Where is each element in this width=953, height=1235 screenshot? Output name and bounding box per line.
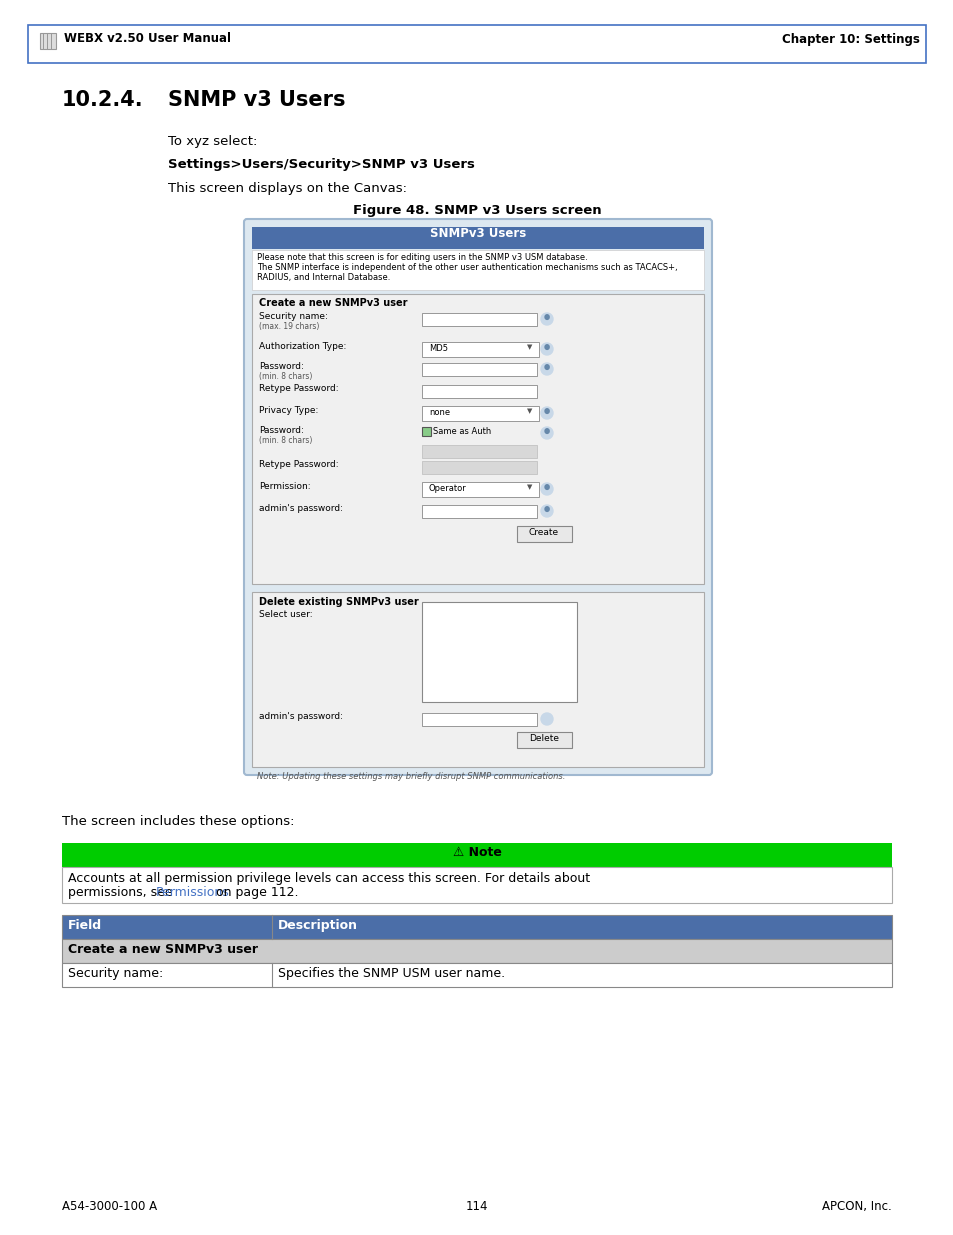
- Circle shape: [540, 483, 553, 495]
- Text: ▼: ▼: [526, 484, 532, 490]
- Text: To xyz select:: To xyz select:: [168, 135, 257, 148]
- Circle shape: [540, 408, 553, 419]
- Text: A54-3000-100 A: A54-3000-100 A: [62, 1200, 157, 1213]
- Bar: [421, 601, 577, 701]
- Text: Delete existing SNMPv3 user: Delete existing SNMPv3 user: [258, 597, 418, 606]
- Bar: [252, 227, 703, 249]
- Text: Please note that this screen is for editing users in the SNMP v3 USM database.: Please note that this screen is for edit…: [256, 253, 587, 262]
- Text: SNMPv3 Users: SNMPv3 Users: [430, 227, 525, 240]
- Text: (min. 8 chars): (min. 8 chars): [258, 372, 312, 382]
- Text: The screen includes these options:: The screen includes these options:: [62, 815, 294, 827]
- Bar: [62, 939, 891, 963]
- Text: ⬤: ⬤: [543, 408, 550, 414]
- Text: Create: Create: [528, 529, 558, 537]
- Text: Password:: Password:: [258, 362, 304, 370]
- Bar: [252, 592, 703, 767]
- Bar: [421, 713, 537, 726]
- Text: Delete: Delete: [529, 734, 558, 743]
- Text: ⬤: ⬤: [543, 364, 550, 370]
- Circle shape: [540, 363, 553, 375]
- Text: Security name:: Security name:: [258, 312, 328, 321]
- Text: admin's password:: admin's password:: [258, 713, 343, 721]
- Bar: [421, 406, 538, 421]
- Bar: [51, 33, 52, 49]
- Bar: [421, 445, 537, 458]
- Text: ⬤: ⬤: [543, 429, 550, 435]
- Text: MD5: MD5: [429, 345, 448, 353]
- Text: SNMP v3 Users: SNMP v3 Users: [168, 90, 345, 110]
- Text: on page 112.: on page 112.: [212, 885, 298, 899]
- Text: (max. 19 chars): (max. 19 chars): [258, 322, 319, 331]
- Text: Note: Updating these settings may briefly disrupt SNMP communications.: Note: Updating these settings may briefl…: [256, 772, 565, 781]
- Bar: [421, 482, 538, 496]
- Circle shape: [540, 713, 553, 725]
- Text: Accounts at all permission privilege levels can access this screen. For details : Accounts at all permission privilege lev…: [68, 872, 590, 885]
- Circle shape: [540, 505, 553, 517]
- Text: Privacy Type:: Privacy Type:: [258, 406, 318, 415]
- Bar: [28, 25, 925, 63]
- Bar: [43, 33, 44, 49]
- Text: The SNMP interface is independent of the other user authentication mechanisms su: The SNMP interface is independent of the…: [256, 263, 677, 272]
- Circle shape: [540, 343, 553, 354]
- Text: ▼: ▼: [526, 345, 532, 350]
- Text: Retype Password:: Retype Password:: [258, 384, 338, 393]
- Bar: [421, 363, 537, 375]
- Text: ⬤: ⬤: [543, 506, 550, 513]
- Bar: [421, 312, 537, 326]
- Text: Retype Password:: Retype Password:: [258, 459, 338, 469]
- Text: Authorization Type:: Authorization Type:: [258, 342, 346, 351]
- Text: Settings>Users/Security>SNMP v3 Users: Settings>Users/Security>SNMP v3 Users: [168, 158, 475, 170]
- Bar: [62, 915, 891, 939]
- Bar: [47, 33, 48, 49]
- Text: Password:: Password:: [258, 426, 304, 435]
- Text: admin's password:: admin's password:: [258, 504, 343, 513]
- Bar: [62, 867, 891, 903]
- Text: Chapter 10: Settings: Chapter 10: Settings: [781, 32, 919, 46]
- Text: Security name:: Security name:: [68, 967, 163, 981]
- Bar: [517, 732, 572, 748]
- Text: APCON, Inc.: APCON, Inc.: [821, 1200, 891, 1213]
- Bar: [421, 427, 431, 436]
- Bar: [421, 461, 537, 474]
- Text: ⬤: ⬤: [543, 484, 550, 490]
- Text: Permissions: Permissions: [155, 885, 229, 899]
- Text: Select user:: Select user:: [258, 610, 313, 619]
- Text: Operator: Operator: [429, 484, 466, 493]
- Bar: [421, 505, 537, 517]
- Text: ⬤: ⬤: [543, 345, 550, 351]
- Text: Figure 48. SNMP v3 Users screen: Figure 48. SNMP v3 Users screen: [353, 204, 600, 217]
- Bar: [62, 963, 891, 987]
- Circle shape: [540, 427, 553, 438]
- Text: 114: 114: [465, 1200, 488, 1213]
- Bar: [421, 342, 538, 357]
- Text: Create a new SNMPv3 user: Create a new SNMPv3 user: [68, 944, 257, 956]
- Bar: [252, 249, 703, 290]
- Circle shape: [540, 312, 553, 325]
- Text: 10.2.4.: 10.2.4.: [62, 90, 144, 110]
- FancyBboxPatch shape: [244, 219, 711, 776]
- Bar: [40, 33, 56, 49]
- Text: Specifies the SNMP USM user name.: Specifies the SNMP USM user name.: [277, 967, 504, 981]
- Text: none: none: [429, 408, 450, 417]
- Text: Field: Field: [68, 919, 102, 932]
- Text: Same as Auth: Same as Auth: [433, 427, 491, 436]
- Text: (min. 8 chars): (min. 8 chars): [258, 436, 312, 445]
- Text: Create a new SNMPv3 user: Create a new SNMPv3 user: [258, 298, 407, 308]
- Text: RADIUS, and Internal Database.: RADIUS, and Internal Database.: [256, 273, 390, 282]
- Text: Description: Description: [277, 919, 357, 932]
- Text: WEBX v2.50 User Manual: WEBX v2.50 User Manual: [64, 32, 231, 46]
- Text: This screen displays on the Canvas:: This screen displays on the Canvas:: [168, 182, 407, 195]
- Text: permissions, see: permissions, see: [68, 885, 176, 899]
- Text: Permission:: Permission:: [258, 482, 311, 492]
- Text: ⚠ Note: ⚠ Note: [452, 846, 501, 860]
- Bar: [517, 526, 572, 542]
- Bar: [421, 385, 537, 398]
- Text: ▼: ▼: [526, 408, 532, 414]
- Bar: [252, 294, 703, 584]
- Text: ⬤: ⬤: [543, 314, 550, 320]
- Bar: [62, 844, 891, 867]
